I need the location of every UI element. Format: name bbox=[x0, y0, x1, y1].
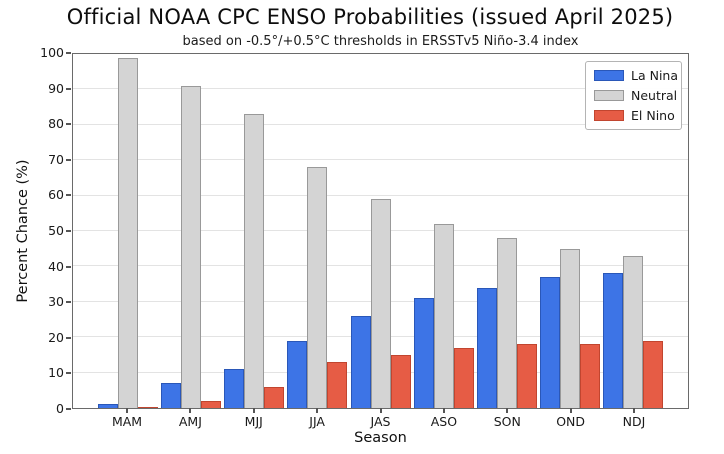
legend-label-el-nino: El Nino bbox=[631, 108, 675, 123]
y-tick-mark-100 bbox=[66, 52, 71, 54]
x-tick-mark-aso bbox=[442, 408, 445, 413]
legend-swatch-neutral bbox=[594, 90, 624, 101]
bar-group-jas bbox=[350, 54, 411, 408]
gridline-70 bbox=[73, 159, 688, 161]
x-tick-mark-ond bbox=[569, 408, 572, 413]
legend-item-neutral: Neutral bbox=[594, 88, 677, 103]
bar-la-nina-son bbox=[476, 287, 497, 408]
bar-la-nina-ond bbox=[539, 277, 560, 408]
chart-title: Official NOAA CPC ENSO Probabilities (is… bbox=[66, 5, 674, 29]
bar-neutral-ndj bbox=[623, 255, 643, 408]
bar-el-nino-mam bbox=[138, 407, 158, 408]
y-tick-label-70: 70 bbox=[48, 151, 64, 167]
bar-la-nina-mjj bbox=[224, 369, 245, 408]
legend-label-neutral: Neutral bbox=[631, 88, 678, 103]
y-tick-label-20: 20 bbox=[48, 329, 64, 345]
legend-label-la-nina: La Nina bbox=[631, 68, 679, 83]
gridline-80 bbox=[73, 123, 688, 125]
bar-neutral-ond bbox=[559, 248, 580, 408]
bar-group-ond bbox=[539, 54, 600, 408]
bar-neutral-mam bbox=[118, 57, 138, 408]
bar-neutral-jja bbox=[307, 167, 328, 408]
y-tick-mark-60 bbox=[66, 194, 71, 197]
x-tick-mark-amj bbox=[189, 408, 192, 413]
y-tick-mark-40 bbox=[66, 265, 71, 268]
x-tick-label-amj: AMJ bbox=[178, 414, 202, 429]
bar-neutral-son bbox=[496, 238, 517, 408]
bar-el-nino-son bbox=[516, 344, 537, 408]
bar-group-mjj bbox=[224, 54, 285, 408]
y-tick-label-90: 90 bbox=[48, 80, 64, 96]
y-tick-label-50: 50 bbox=[48, 223, 64, 238]
bar-el-nino-ndj bbox=[643, 340, 663, 408]
bar-neutral-amj bbox=[181, 85, 202, 408]
legend-item-el-nino: El Nino bbox=[594, 108, 675, 123]
x-tick-label-ond: OND bbox=[556, 414, 586, 429]
bar-group-jja bbox=[287, 54, 348, 408]
legend-swatch-la-nina bbox=[594, 70, 624, 81]
y-tick-mark-70 bbox=[66, 158, 71, 161]
y-tick-mark-30 bbox=[66, 301, 71, 304]
bar-el-nino-jja bbox=[327, 361, 348, 408]
y-tick-mark-10 bbox=[66, 372, 71, 375]
bar-neutral-aso bbox=[433, 223, 454, 408]
bar-la-nina-jja bbox=[287, 340, 308, 408]
bar-la-nina-aso bbox=[413, 298, 434, 408]
y-tick-mark-0 bbox=[66, 408, 71, 410]
y-tick-label-80: 80 bbox=[48, 116, 64, 132]
bar-la-nina-jas bbox=[350, 315, 371, 408]
x-tick-label-son: SON bbox=[493, 414, 521, 429]
y-tick-label-40: 40 bbox=[48, 258, 64, 274]
x-tick-mark-mam bbox=[126, 408, 128, 413]
x-tick-label-mam: MAM bbox=[111, 414, 143, 429]
x-tick-label-jja: JJA bbox=[309, 414, 325, 429]
bar-el-nino-ond bbox=[579, 344, 600, 408]
bar-group-mam bbox=[98, 54, 158, 408]
x-tick-mark-ndj bbox=[633, 408, 635, 413]
bar-group-ndj bbox=[603, 54, 663, 408]
y-tick-mark-50 bbox=[66, 230, 71, 232]
legend-swatch-el-nino bbox=[594, 110, 624, 121]
gridline-60 bbox=[73, 194, 688, 196]
chart-subtitle: based on -0.5°/+0.5°C thresholds in ERSS… bbox=[182, 34, 579, 49]
bar-la-nina-amj bbox=[161, 383, 182, 408]
x-tick-label-aso: ASO bbox=[430, 414, 458, 429]
bar-group-aso bbox=[413, 54, 474, 408]
y-tick-label-100: 100 bbox=[40, 45, 64, 60]
bar-la-nina-mam bbox=[98, 404, 118, 408]
bar-el-nino-amj bbox=[201, 400, 222, 408]
bar-el-nino-mjj bbox=[264, 386, 285, 408]
x-axis-label: Season bbox=[354, 430, 407, 446]
y-tick-mark-80 bbox=[66, 123, 71, 126]
bar-la-nina-ndj bbox=[603, 273, 623, 408]
bars-container bbox=[73, 54, 688, 408]
y-tick-label-0: 0 bbox=[56, 401, 64, 416]
bar-group-son bbox=[476, 54, 537, 408]
x-tick-mark-jas bbox=[379, 408, 382, 413]
plot-area: La Nina Neutral El Nino bbox=[72, 53, 689, 409]
x-tick-label-ndj: NDJ bbox=[622, 414, 646, 429]
y-tick-mark-90 bbox=[66, 87, 71, 90]
x-tick-label-jas: JAS bbox=[370, 414, 391, 429]
x-tick-mark-jja bbox=[316, 408, 319, 413]
gridline-90 bbox=[73, 88, 688, 90]
bar-group-amj bbox=[161, 54, 222, 408]
y-tick-label-10: 10 bbox=[48, 365, 64, 381]
y-tick-label-60: 60 bbox=[48, 187, 64, 203]
bar-el-nino-jas bbox=[390, 354, 411, 408]
legend: La Nina Neutral El Nino bbox=[585, 61, 682, 130]
x-tick-label-mjj: MJJ bbox=[244, 414, 263, 429]
bar-neutral-mjj bbox=[244, 114, 265, 408]
y-tick-label-30: 30 bbox=[48, 294, 64, 310]
legend-item-la-nina: La Nina bbox=[594, 68, 678, 83]
x-tick-mark-mjj bbox=[252, 408, 255, 413]
y-tick-mark-20 bbox=[66, 336, 71, 339]
x-tick-mark-son bbox=[506, 408, 509, 413]
bar-neutral-jas bbox=[370, 199, 391, 408]
bar-el-nino-aso bbox=[453, 347, 474, 408]
